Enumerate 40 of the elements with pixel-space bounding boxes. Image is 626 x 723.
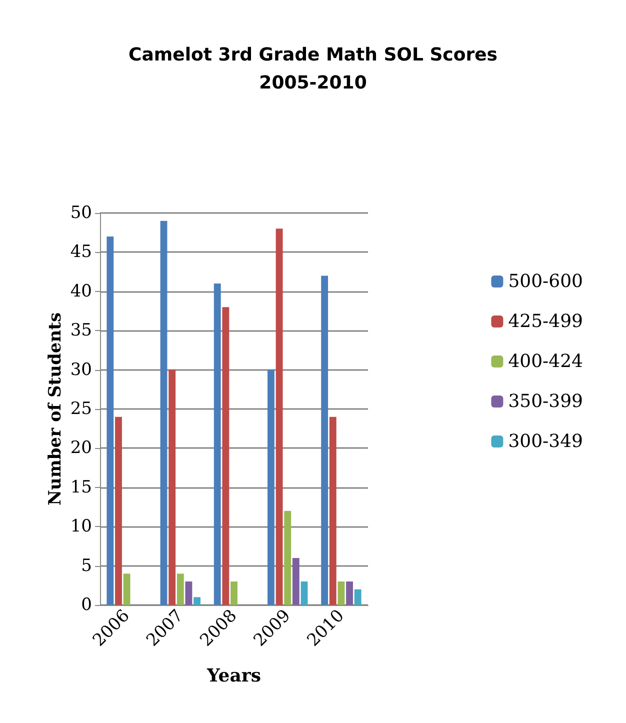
- bar: [176, 574, 184, 605]
- bar: [123, 574, 130, 605]
- legend-label: 500-600: [508, 271, 583, 292]
- bar: [160, 220, 168, 605]
- bar: [346, 581, 353, 605]
- bar: [300, 581, 308, 605]
- legend-label: 400-424: [508, 351, 583, 372]
- legend-label: 425-499: [508, 311, 583, 332]
- bar: [338, 581, 345, 605]
- y-tick-label: 45: [70, 242, 92, 262]
- y-tick-label: 50: [70, 203, 92, 223]
- legend-label: 300-349: [508, 431, 583, 452]
- bar: [284, 510, 292, 605]
- bar: [185, 581, 192, 605]
- bar: [354, 589, 362, 605]
- bar: [329, 416, 336, 605]
- bar: [276, 228, 283, 605]
- bar: [115, 416, 122, 605]
- y-tick-label: 35: [70, 320, 92, 341]
- y-tick-label: 25: [70, 399, 92, 419]
- bar: [321, 276, 328, 605]
- y-tick-label: 15: [70, 477, 92, 498]
- legend-label: 350-399: [508, 391, 583, 412]
- bar: [214, 284, 221, 605]
- bar: [230, 581, 238, 605]
- bar: [292, 558, 300, 605]
- chart-title: Camelot 3rd Grade Math SOL Scores 2005-2010: [128, 44, 498, 94]
- y-tick-label: 0: [81, 595, 92, 615]
- y-tick-label: 40: [70, 281, 92, 302]
- bar: [168, 370, 176, 605]
- y-tick-label: 5: [81, 556, 92, 576]
- bar: [106, 236, 114, 605]
- x-axis-title: Years: [206, 666, 262, 686]
- y-tick-label: 30: [70, 360, 92, 380]
- bar: [222, 307, 230, 605]
- bar: [194, 597, 200, 605]
- y-axis-title: Number of Students: [46, 312, 66, 506]
- y-tick-label: 20: [70, 438, 92, 458]
- bar: [268, 370, 274, 605]
- y-tick-label: 10: [70, 516, 92, 537]
